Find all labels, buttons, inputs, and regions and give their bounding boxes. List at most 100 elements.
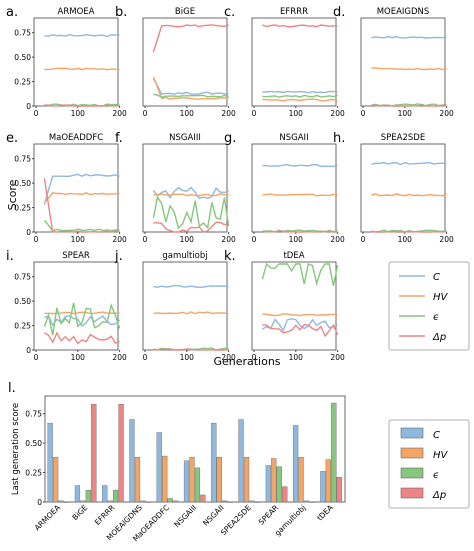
bar-dp xyxy=(200,494,206,503)
series-line-dp xyxy=(262,230,338,233)
category-label: tDEA xyxy=(315,502,335,522)
bar-HV xyxy=(162,455,168,503)
line-panels: a. ARMOEA 0 0.25 0.50 0.75 0 100 200 b. BiGE 0 100 20… xyxy=(6,5,454,362)
y-tick-label: 0 xyxy=(26,346,31,355)
category-label: NSGAIII xyxy=(172,503,198,529)
bar-C xyxy=(74,485,81,503)
series-line-HV xyxy=(152,76,229,100)
x-tick-label: 200 xyxy=(221,109,236,118)
series-line-dp xyxy=(371,104,447,107)
bar-eps xyxy=(276,466,282,503)
bar-HV xyxy=(216,457,222,503)
x-tick-label: 100 xyxy=(71,235,86,244)
bar-dp xyxy=(172,500,179,503)
bar-eps xyxy=(303,500,310,503)
series-line-C xyxy=(262,163,338,168)
panel-letter: l. xyxy=(8,381,16,396)
y-tick-label: 0.75 xyxy=(14,155,31,164)
x-tick-label: 100 xyxy=(180,109,195,118)
y-tick-label: 0.50 xyxy=(14,297,31,306)
bar-dp xyxy=(227,501,233,503)
legend-label: C xyxy=(433,430,440,441)
y-tick-label: 0.25 xyxy=(14,78,31,87)
y-tick-label: 0.25 xyxy=(14,322,31,331)
series-line-eps xyxy=(153,93,229,98)
legend-swatch xyxy=(400,427,424,439)
bar-dp xyxy=(309,501,315,503)
panel-NSGAII: g. NSGAII 0 100 200 xyxy=(224,131,345,244)
legend-label: Δp xyxy=(432,490,446,501)
x-tick-label: 100 xyxy=(180,353,195,362)
bar-HV xyxy=(271,458,277,503)
series-line-dp xyxy=(371,230,447,233)
bar-C xyxy=(320,471,326,503)
legend-swatch xyxy=(400,467,424,479)
series-line-eps xyxy=(43,302,121,336)
series-line-C xyxy=(371,35,447,39)
series-line-C xyxy=(152,186,229,200)
series-line-HV xyxy=(262,193,338,197)
series-line-eps xyxy=(152,195,230,230)
panel-frame xyxy=(142,261,228,351)
panel-title: BiGE xyxy=(175,7,195,17)
bar-panel: l.Last generation score00.250.500.75ARMO… xyxy=(8,381,346,543)
panel-letter: a. xyxy=(6,5,18,20)
legend-bottom: C HV ϵ Δp xyxy=(388,419,470,509)
x-tick-label: 100 xyxy=(71,109,86,118)
bar-eps xyxy=(222,500,228,503)
panel-MaOEADDFC: e. MaOEADDFC 0 0.25 0.50 0.75 0 100 200 xyxy=(6,131,127,244)
panel-frame xyxy=(33,17,119,107)
panel-title: NSGAII xyxy=(279,133,308,143)
series-line-dp xyxy=(44,331,120,345)
bar-dp xyxy=(118,404,124,503)
y-tick-label: 0.25 xyxy=(14,204,31,213)
panel-frame xyxy=(142,143,228,233)
category-label: NSGAII xyxy=(201,503,226,528)
panel-NSGAIII: f. NSGAIII 0 100 200 xyxy=(115,131,236,244)
y-tick-label: 0.50 xyxy=(25,439,42,448)
bar-dp xyxy=(145,501,151,503)
panel-letter: i. xyxy=(6,249,14,264)
bar-C xyxy=(238,419,244,503)
panel-SPEAR: i. SPEAR 0 0.25 0.50 0.75 0 100 200 xyxy=(6,249,127,362)
panel-letter: c. xyxy=(224,5,235,20)
series-line-HV xyxy=(153,193,229,197)
bar-HV xyxy=(325,459,331,503)
panel-ARMOEA: a. ARMOEA 0 0.25 0.50 0.75 0 100 200 xyxy=(6,5,127,118)
legend-box xyxy=(388,261,470,351)
panel-title: MOEAIGDNS xyxy=(377,7,430,17)
series-line-C xyxy=(152,78,229,95)
x-tick-label: 100 xyxy=(289,353,304,362)
bar-HV xyxy=(80,500,86,503)
bar-C xyxy=(265,465,271,503)
series-line-HV xyxy=(44,311,120,315)
panel-frame xyxy=(251,143,337,233)
series-line-C xyxy=(371,161,447,166)
bar-C xyxy=(292,425,299,503)
series-line-eps xyxy=(371,229,447,233)
x-tick-label: 0 xyxy=(252,109,257,118)
series-line-dp xyxy=(153,221,229,233)
panel-frame xyxy=(142,17,228,107)
panel-letter: g. xyxy=(224,131,236,146)
series-line-HV xyxy=(262,313,338,317)
panel-gamultiobj: j. gamultiobj 0 100 200 xyxy=(114,249,236,362)
x-tick-label: 0 xyxy=(361,109,366,118)
panel-frame xyxy=(360,17,446,107)
series-line-HV xyxy=(153,311,229,315)
y-axis-label-score: Score xyxy=(6,179,19,210)
series-line-dp xyxy=(152,24,229,53)
bar-dp xyxy=(282,486,288,503)
panel-tDEA: k. tDEA 0 100 200 xyxy=(224,249,345,362)
y-tick-label: 0 xyxy=(26,228,31,237)
series-line-eps xyxy=(43,219,120,232)
y-tick-label: 0.75 xyxy=(14,273,31,282)
y-tick-label: 0.75 xyxy=(14,29,31,38)
series-line-dp xyxy=(44,104,120,107)
x-tick-label: 0 xyxy=(143,235,148,244)
bar-dp xyxy=(254,501,261,503)
y-tick-label: 0.75 xyxy=(25,410,42,419)
panel-title: SPEA2SDE xyxy=(381,133,425,143)
x-tick-label: 200 xyxy=(221,235,236,244)
x-tick-label: 0 xyxy=(252,235,257,244)
